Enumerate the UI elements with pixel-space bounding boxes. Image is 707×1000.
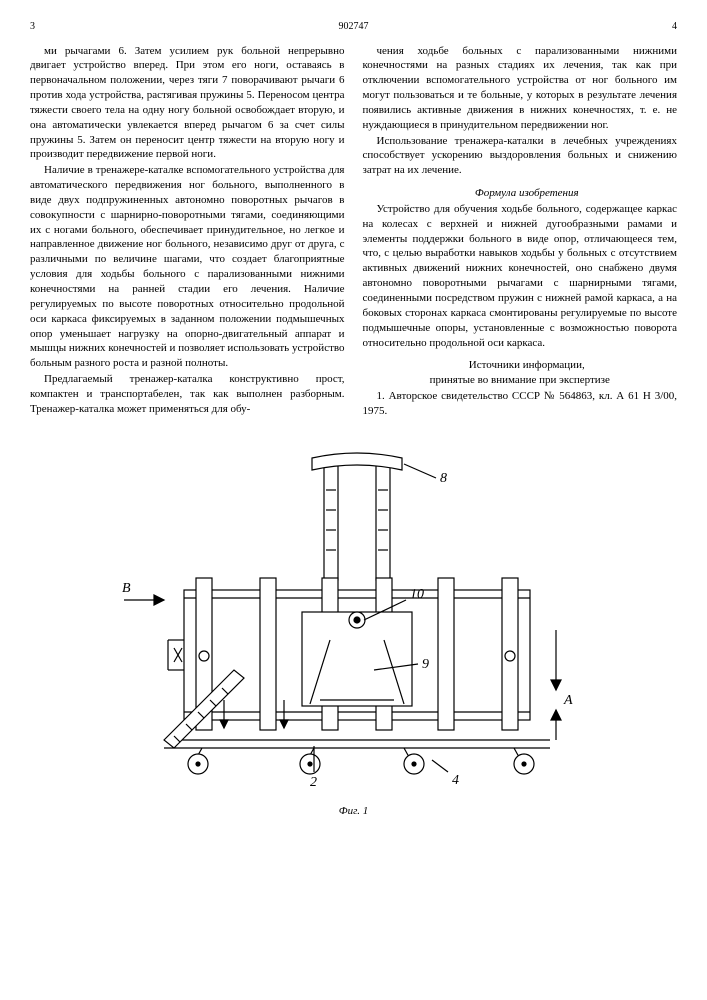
callout-2: 2 (310, 775, 317, 790)
callout-9: 9 (422, 657, 429, 672)
para: Предлагаемый тренажер-каталка конструкти… (30, 372, 345, 417)
formula-body: Устройство для обучения ходьбе больного,… (363, 202, 678, 350)
formula-heading: Формула изобретения (363, 186, 678, 201)
para: ми рычагами 6. Затем усилием рук больной… (30, 44, 345, 163)
page-num-left: 3 (30, 20, 35, 34)
callout-B: B (122, 581, 131, 596)
left-column: ми рычагами 6. Затем усилием рук больной… (30, 44, 345, 420)
para: Использование тренажера-каталки в лечебн… (363, 134, 678, 179)
callout-8: 8 (440, 471, 447, 486)
references-heading: Источники информации, принятые во вниман… (363, 358, 678, 388)
para: Наличие в тренажере-каталке вспомогатель… (30, 163, 345, 371)
callout-4: 4 (452, 773, 459, 788)
references-body: 1. Авторское свидетельство СССР № 564863… (363, 389, 678, 419)
patent-number: 902747 (339, 20, 369, 34)
figure-1: 8 10 9 2 4 A B Фиг. 1 (30, 440, 677, 819)
para: чения ходьбе больных с парализованными н… (363, 44, 678, 133)
callout-A: A (563, 693, 573, 708)
page-num-right: 4 (672, 20, 677, 34)
right-column: чения ходьбе больных с парализованными н… (363, 44, 678, 420)
figure-label: Фиг. 1 (30, 804, 677, 819)
callout-10: 10 (410, 587, 424, 602)
